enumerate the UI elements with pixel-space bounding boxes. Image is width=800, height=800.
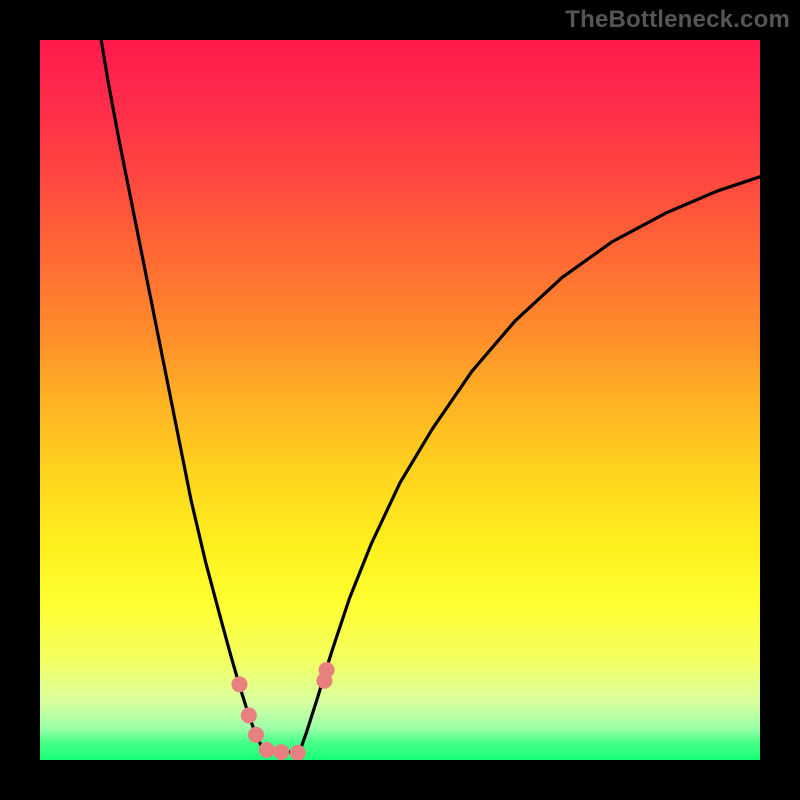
marker-dot	[259, 742, 275, 758]
watermark-text: TheBottleneck.com	[565, 6, 790, 34]
marker-dot	[290, 745, 306, 760]
marker-dot	[273, 744, 289, 760]
marker-dot	[231, 676, 247, 692]
marker-dot	[319, 662, 335, 678]
marker-dot	[241, 707, 257, 723]
marker-group	[231, 662, 334, 760]
bottleneck-curve	[101, 40, 760, 753]
curve-layer	[40, 40, 760, 760]
plot-area	[40, 40, 760, 760]
marker-dot	[248, 727, 264, 743]
